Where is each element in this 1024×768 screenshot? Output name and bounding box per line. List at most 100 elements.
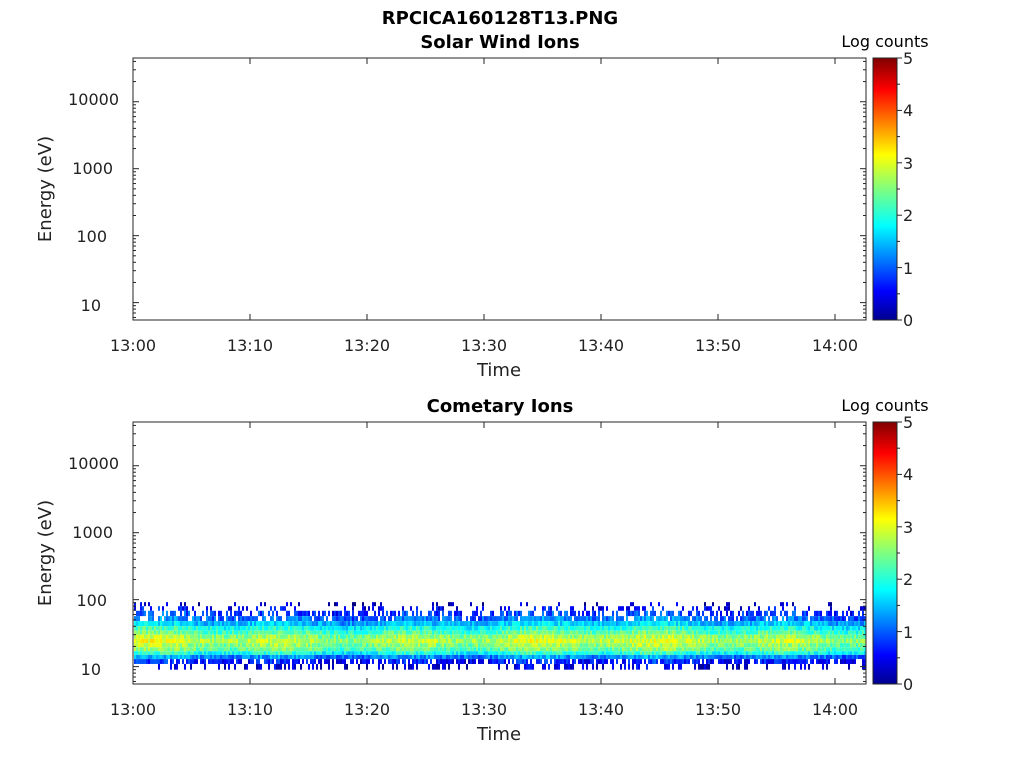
spectrogram-cell [312,630,314,635]
spectrogram-cell [226,626,228,631]
spectrogram-cell [796,654,798,660]
spectrogram-cell [722,634,724,639]
spectrogram-cell [334,621,336,627]
spectrogram-cell [540,621,542,627]
spectrogram-cell [210,659,212,664]
spectrogram-cell [660,643,662,648]
spectrogram-cell [632,643,634,648]
spectrogram-cell [206,626,208,631]
spectrogram-cell [208,659,210,664]
spectrogram-cell [524,651,526,655]
spectrogram-cell [744,621,746,627]
spectrogram-cell [770,654,772,660]
spectrogram-cell [652,659,654,664]
spectrogram-cell [858,610,860,617]
spectrogram-cell [182,616,184,622]
spectrogram-cell [220,634,222,639]
spectrogram-cell [430,610,432,617]
spectrogram-cell [820,638,822,644]
spectrogram-cell [546,659,548,664]
spectrogram-cell [750,626,752,631]
spectrogram-cell [650,630,652,635]
spectrogram-cell [818,626,820,631]
spectrogram-cell [848,651,850,655]
spectrogram-cell [584,626,586,631]
spectrogram-cell [338,626,340,631]
spectrogram-cell [164,654,166,660]
spectrogram-cell [696,643,698,648]
spectrogram-cell [552,616,554,622]
spectrogram-cell [550,634,552,639]
spectrogram-cell [716,643,718,648]
spectrogram-cell [362,630,364,635]
spectrogram-cell [588,654,590,660]
spectrogram-cell [266,634,268,639]
spectrogram-cell [134,621,136,627]
spectrogram-cell [616,616,618,622]
spectrogram-cell [472,621,474,627]
spectrogram-cell [744,643,746,648]
spectrogram-cell [596,643,598,648]
spectrogram-cell [554,638,556,644]
spectrogram-cell [358,663,360,670]
spectrogram-cell [664,643,666,648]
spectrogram-cell [690,610,692,617]
spectrogram-cell [536,630,538,635]
spectrogram-cell [554,634,556,639]
spectrogram-cell [328,602,330,607]
spectrogram-cell [470,630,472,635]
spectrogram-cell [384,621,386,627]
spectrogram-cell [728,630,730,635]
spectrogram-cell [192,616,194,622]
spectrogram-cell [766,659,768,664]
spectrogram-cell [828,654,830,660]
spectrogram-cell [612,610,614,617]
spectrogram-cell [670,647,672,652]
spectrogram-cell [858,621,860,627]
spectrogram-cell [642,626,644,631]
spectrogram-cell [516,663,518,670]
spectrogram-cell [804,621,806,627]
spectrogram-cell [850,626,852,631]
spectrogram-cell [154,643,156,648]
spectrogram-cell [390,630,392,635]
spectrogram-cell [848,654,850,660]
spectrogram-cell [466,643,468,648]
spectrogram-cell [778,621,780,627]
spectrogram-cell [780,647,782,652]
spectrogram-cell [678,638,680,644]
spectrogram-cell [526,663,528,670]
spectrogram-cell [674,630,676,635]
spectrogram-cell [688,630,690,635]
spectrogram-cell [364,606,366,611]
spectrogram-cell [586,659,588,664]
spectrogram-cell [396,663,398,670]
spectrogram-cell [356,634,358,639]
spectrogram-cell [578,643,580,648]
spectrogram-cell [460,654,462,660]
spectrogram-cell [352,621,354,627]
spectrogram-cell [248,630,250,635]
spectrogram-cell [444,626,446,631]
colorbar-tick-label: 1 [903,623,913,642]
spectrogram-cell [242,638,244,644]
spectrogram-cell [196,638,198,644]
spectrogram-cell [208,626,210,631]
spectrogram-cell [646,634,648,639]
spectrogram-cell [478,647,480,652]
spectrogram-cell [434,647,436,652]
spectrogram-cell [728,634,730,639]
spectrogram-cell [852,630,854,635]
spectrogram-cell [442,659,444,664]
spectrogram-cell [364,630,366,635]
figure-title: RPCICA160128T13.PNG [382,8,618,29]
spectrogram-cell [826,610,828,617]
spectrogram-cell [394,659,396,664]
spectrogram-cell [618,651,620,655]
spectrogram-cell [676,647,678,652]
spectrogram-cell [690,630,692,635]
spectrogram-cell [444,616,446,622]
spectrogram-cell [186,647,188,652]
spectrogram-cell [314,643,316,648]
spectrogram-cell [278,621,280,627]
